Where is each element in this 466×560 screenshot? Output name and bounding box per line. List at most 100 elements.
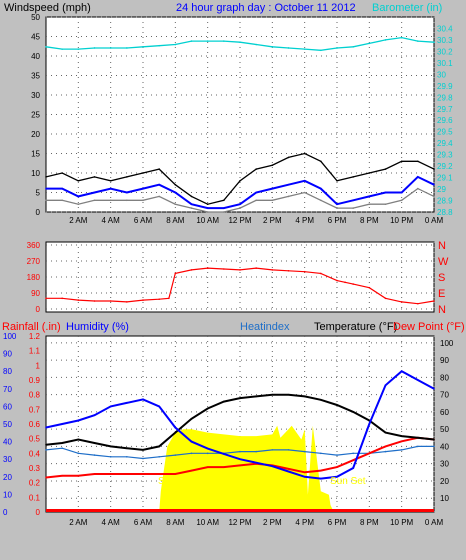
series-humidity-point [126,402,128,404]
humidity-tick-label: 30 [3,455,12,464]
series-barometer-point [61,48,63,50]
series-average-point [223,207,225,209]
series-gust-point [368,172,371,174]
series-heatindex-point [142,457,144,460]
series-barometer-point [433,41,435,44]
temperature-tick-label: 60 [440,408,449,417]
series-average-point [400,191,403,194]
series-dewpoint-point [93,473,96,475]
series-heatindex-point [206,452,209,455]
series-direction-point [255,267,257,269]
series-barometer-point [93,47,96,49]
humidity-tick-label: 10 [3,490,12,499]
series-heatindex-point [126,455,128,458]
time-tick-label: 8 AM [166,216,185,225]
rainfall-tick-label: 0.3 [29,464,41,473]
barometer-tick-label: 30 [437,70,446,79]
series-gust-point [352,176,354,178]
series-average-point [126,191,128,194]
wind-tick-label: 40 [31,52,40,61]
series-temperature-point [142,449,144,451]
wind-plot-area [45,16,435,213]
barometer-tick-label: 29.5 [437,128,453,137]
rainfall-tick-label: 1.2 [29,332,41,341]
series-average-point [320,187,322,190]
series-average-point [109,187,112,190]
series-gust-point [190,195,193,198]
series-dewpoint-point [158,473,160,475]
series-gust-point [206,203,209,205]
series-humidity-point [320,477,322,480]
time-tick-label: 4 PM [295,518,314,527]
series-direction-point [93,300,96,302]
series-barometer-point [400,36,403,39]
barometer-tick-label: 29.4 [437,139,453,148]
barometer-tick-label: 29.8 [437,93,453,102]
series-direction-point [352,283,354,285]
series-heatindex-point [77,452,80,455]
compass-label: S [438,272,445,284]
series-average-point [433,183,435,186]
series-average-point [303,180,306,182]
series-dewpoint-point [400,440,403,443]
series-direction-point [158,298,160,301]
series-temperature-point [109,445,112,448]
rainfall-tick-label: 0 [36,508,41,517]
series-barometer-point [303,48,306,50]
time-tick-label: 8 PM [360,216,379,225]
humidity-tick-label: 80 [3,367,12,376]
series-direction-point [109,300,112,302]
series-gust-point [400,160,403,163]
series-gust-point [239,180,241,182]
series-gust-point [45,176,47,178]
series-heatindex-point [352,452,354,455]
series-humidity-point [77,419,80,422]
series-temperature-point [206,407,209,410]
series-gust-point [303,152,306,155]
series-direction-point [190,269,193,271]
rainfall-tick-label: 0.9 [29,376,41,385]
series-gust-point [109,180,112,182]
series-humidity-point [384,384,387,387]
series-barometer-point [223,40,225,42]
wind-tick-label: 50 [31,13,40,22]
temperature-tick-label: 100 [440,339,454,348]
series-humidity-point [142,398,144,401]
series-temperature-point [287,393,290,396]
series-direction-point [239,269,241,271]
rainfall-tick-label: 0.7 [29,405,41,414]
series-wind-point [287,195,290,198]
humidity-tick-label: 90 [3,350,12,359]
series-humidity-point [93,414,96,417]
series-barometer-point [142,46,144,48]
series-average-point [368,195,371,198]
time-tick-label: 6 PM [328,518,347,527]
series-humidity-point [255,461,257,464]
series-wind-point [320,199,322,202]
series-wind-point [417,187,419,190]
series-average-point [206,207,209,209]
series-average-point [255,191,257,194]
time-tick-label: 8 AM [166,518,185,527]
series-average-point [142,187,144,190]
series-humidity-point [352,467,354,469]
humidity-tick-label: 60 [3,402,12,411]
series-average-point [352,199,354,202]
series-barometer-point [45,46,47,48]
time-tick-label: 4 AM [102,216,121,225]
series-barometer-point [174,43,177,46]
series-humidity-point [400,370,403,373]
series-dewpoint-point [109,473,112,475]
series-temperature-point [190,418,193,420]
temperature-tick-label: 90 [440,356,449,365]
series-average-point [77,195,80,198]
series-average-point [158,183,160,186]
temperature-tick-label: 30 [440,460,449,469]
chart-title: 24 hour graph day : October 11 2012 [176,2,356,14]
series-wind-point [93,199,96,202]
series-dewpoint-point [61,474,63,477]
series-wind-point [271,199,274,202]
time-tick-label: 2 PM [263,518,282,527]
series-barometer-point [368,42,371,45]
